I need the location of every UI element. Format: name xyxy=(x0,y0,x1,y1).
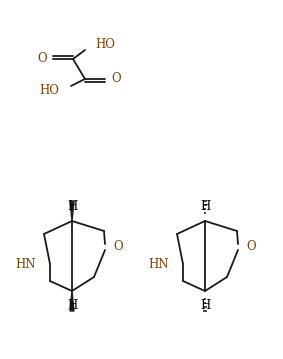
Text: HN: HN xyxy=(149,257,169,270)
Text: HO: HO xyxy=(95,38,115,51)
Polygon shape xyxy=(70,291,74,311)
Text: H: H xyxy=(200,200,210,213)
Text: H: H xyxy=(67,299,77,312)
Text: O: O xyxy=(113,241,123,253)
Text: O: O xyxy=(111,73,121,85)
Text: H: H xyxy=(67,200,77,213)
Text: O: O xyxy=(37,52,47,65)
Polygon shape xyxy=(70,201,74,221)
Text: H: H xyxy=(200,299,210,312)
Text: HO: HO xyxy=(39,84,59,98)
Text: O: O xyxy=(246,241,256,253)
Text: HN: HN xyxy=(16,257,36,270)
